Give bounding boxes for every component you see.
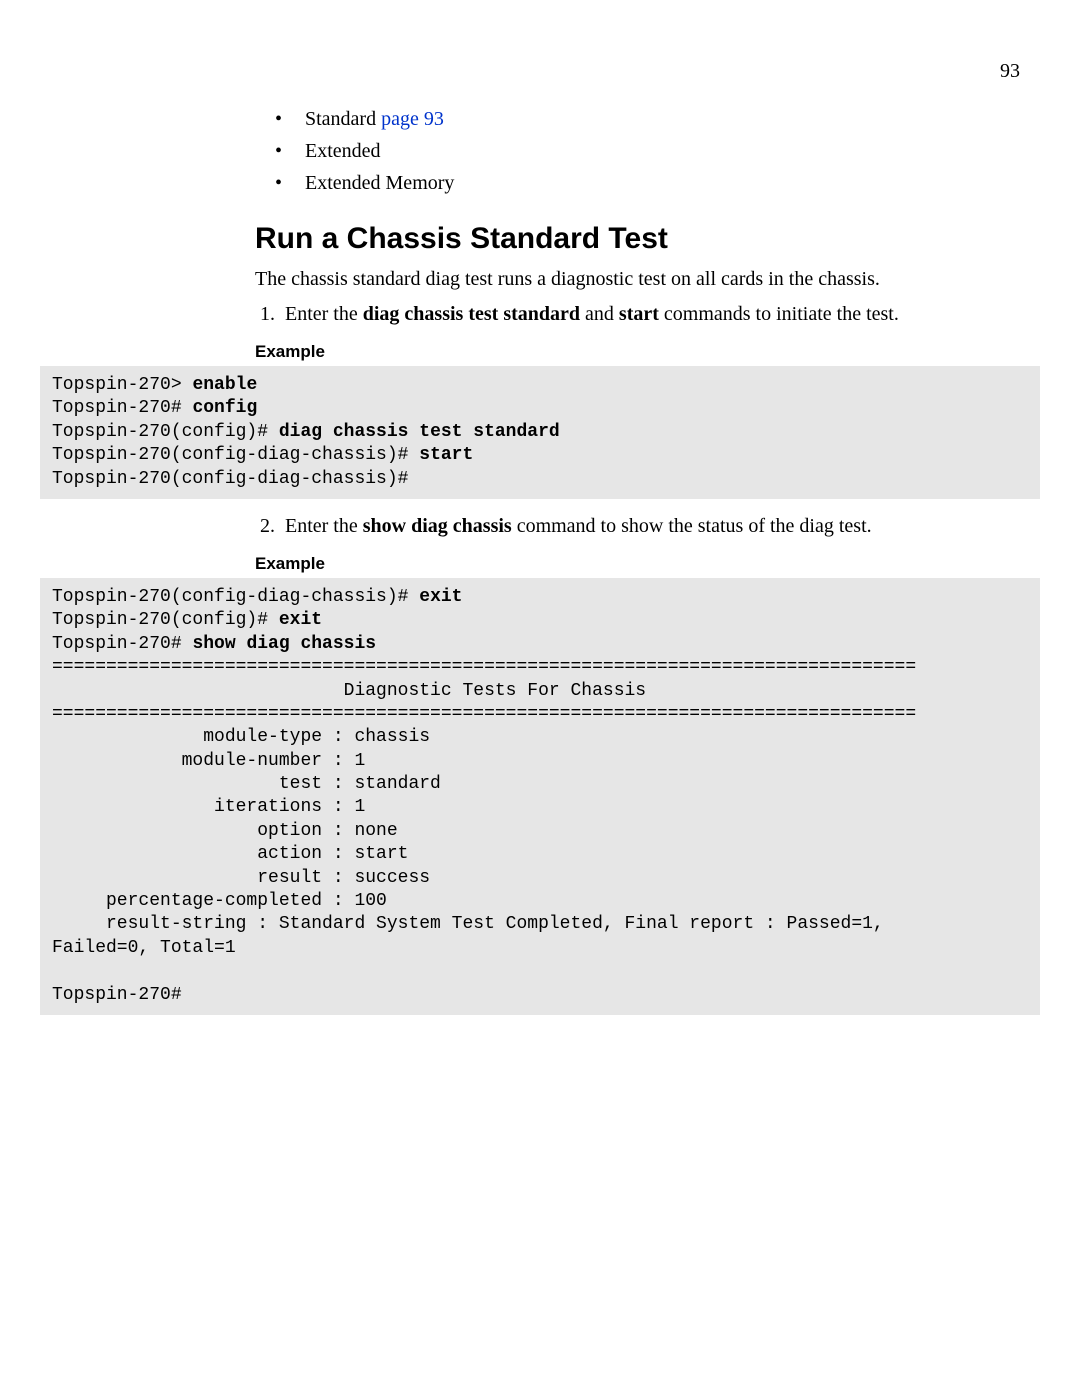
list-item: Extended [255,137,1020,165]
code-line: Topspin-270> [52,375,192,395]
code-line: Topspin-270(config-diag-chassis)# [52,587,419,607]
example-label: Example [255,554,1020,574]
page-link[interactable]: page 93 [381,108,444,130]
code-line: Topspin-270(config)# [52,610,279,630]
code-line: result-string : Standard System Test Com… [52,914,884,934]
code-bold: start [419,445,473,465]
code-line: Topspin-270(config-diag-chassis)# [52,445,419,465]
code-line: module-number : 1 [52,751,365,771]
step-bold: show diag chassis [363,515,512,537]
step-text: and [580,303,619,325]
code-line: Topspin-270# [52,985,182,1005]
code-bold: enable [192,375,257,395]
code-line: ========================================… [52,657,916,677]
bullet-text: Extended [305,140,381,162]
code-line: action : start [52,844,408,864]
code-bold: exit [279,610,322,630]
list-item: Standard page 93 [255,105,1020,133]
code-line: test : standard [52,774,441,794]
step-text: commands to initiate the test. [659,303,899,325]
intro-block: Standard page 93 Extended Extended Memor… [255,105,1020,362]
code-line: percentage-completed : 100 [52,891,387,911]
code-block-1: Topspin-270> enable Topspin-270# config … [40,366,1040,499]
code-line: Diagnostic Tests For Chassis [52,681,646,701]
code-line: ========================================… [52,704,916,724]
section-heading: Run a Chassis Standard Test [255,222,1020,256]
code-line: Topspin-270(config)# [52,422,279,442]
list-item: Extended Memory [255,169,1020,197]
code-bold: show diag chassis [192,634,376,654]
example-label: Example [255,342,1020,362]
code-line: module-type : chassis [52,727,430,747]
code-line: option : none [52,821,398,841]
step-list-1: Enter the diag chassis test standard and… [255,301,1020,328]
code-block-2: Topspin-270(config-diag-chassis)# exit T… [40,578,1040,1015]
step-bold: start [619,303,659,325]
step-text: Enter the [285,303,363,325]
code-bold: config [192,398,257,418]
step-text: Enter the [285,515,363,537]
bullet-list: Standard page 93 Extended Extended Memor… [255,105,1020,197]
step-item: Enter the show diag chassis command to s… [280,513,1020,540]
code-line: result : success [52,868,430,888]
page-number: 93 [1000,60,1020,83]
code-bold: diag chassis test standard [279,422,560,442]
code-line: Failed=0, Total=1 [52,938,236,958]
step-bold: diag chassis test standard [363,303,580,325]
bullet-text: Extended Memory [305,172,454,194]
step-item: Enter the diag chassis test standard and… [280,301,1020,328]
mid-block: Enter the show diag chassis command to s… [255,513,1020,574]
step-text: command to show the status of the diag t… [512,515,872,537]
step-list-2: Enter the show diag chassis command to s… [255,513,1020,540]
bullet-text: Standard [305,108,381,130]
code-line: Topspin-270# [52,634,192,654]
page: 93 Standard page 93 Extended Extended Me… [0,0,1080,1397]
code-line: iterations : 1 [52,797,365,817]
code-bold: exit [419,587,462,607]
intro-paragraph: The chassis standard diag test runs a di… [255,266,1020,293]
code-line: Topspin-270# [52,398,192,418]
code-line: Topspin-270(config-diag-chassis)# [52,469,408,489]
